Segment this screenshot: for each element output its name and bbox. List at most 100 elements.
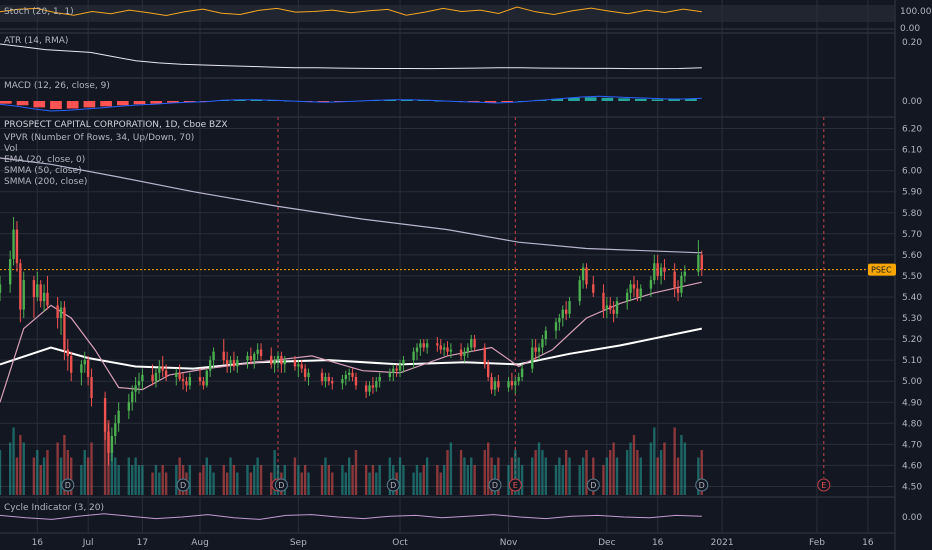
candle-body: [625, 292, 629, 302]
volume-bar: [629, 442, 632, 495]
candle-body: [697, 254, 700, 272]
volume-bar: [649, 442, 653, 495]
indicator-line-vpvr[interactable]: VPVR (Number Of Rows, 34, Up/Down, 70): [4, 133, 194, 143]
indicator-line-smma200[interactable]: SMMA (200, close): [4, 177, 87, 187]
volume-bar: [253, 465, 256, 495]
candle-body: [249, 355, 253, 361]
volume-bar: [259, 465, 263, 495]
y-tick-label: 5.00: [902, 377, 922, 387]
psec-price-tag[interactable]: PSEC: [868, 263, 896, 276]
volume-bar: [212, 472, 215, 495]
volume-bar: [351, 465, 354, 495]
candle-body: [331, 381, 334, 384]
volume-bar: [164, 472, 168, 495]
candle-body: [486, 364, 490, 377]
macd-histogram-bar: [401, 99, 413, 101]
candle-body: [344, 374, 347, 380]
volume-bar: [592, 457, 595, 495]
candle-body: [507, 381, 510, 388]
candle-body: [12, 229, 15, 260]
macd-histogram-bar: [100, 101, 112, 107]
candle-body: [473, 339, 476, 348]
marker-circle: [508, 478, 522, 492]
marker-circle: [176, 478, 190, 492]
x-tick-label: Nov: [500, 538, 518, 548]
volume-bar: [632, 435, 636, 495]
atr-tick: 0.20: [902, 38, 922, 48]
atr-line: [0, 43, 702, 70]
marker-text: D: [278, 481, 284, 490]
candle-body: [561, 309, 564, 319]
macd-histogram-bar: [183, 101, 196, 103]
candle-body: [110, 435, 114, 453]
indicator-line-vol[interactable]: Vol: [4, 144, 17, 154]
atr-label[interactable]: ATR (14, RMA): [4, 36, 68, 46]
symbol-title[interactable]: PROSPECT CAPITAL CORPORATION, 1D, Cboe B…: [4, 120, 228, 130]
event-marker-d: D: [61, 478, 75, 492]
macd-histogram-bar: [66, 101, 79, 109]
candle-body: [303, 368, 307, 377]
indicator-line-smma50[interactable]: SMMA (50, close): [4, 166, 82, 176]
marker-text: E: [513, 481, 518, 490]
candle-body: [198, 376, 202, 382]
candles: [0, 216, 703, 466]
macd-histogram-bar: [484, 101, 497, 103]
candle-body: [442, 347, 446, 350]
macd-histogram-bar: [116, 101, 129, 106]
candle-body: [449, 349, 453, 352]
macd-histogram-bar: [250, 99, 263, 101]
volume-bar: [609, 450, 612, 495]
volume-bar: [205, 457, 208, 495]
marker-text: D: [590, 481, 596, 490]
candle-body: [558, 318, 561, 323]
marker-text: E: [821, 481, 826, 490]
volume-bar: [141, 465, 144, 495]
macd-histogram-bar: [685, 98, 697, 101]
volume-bar: [561, 465, 564, 495]
candle-body: [636, 288, 639, 297]
volume-bar: [178, 457, 181, 495]
event-marker-e: E: [817, 478, 831, 492]
candle-body: [63, 307, 66, 350]
volume-bar: [439, 472, 442, 495]
candle-body: [300, 364, 303, 369]
candle-body: [398, 364, 402, 371]
macd-label[interactable]: MACD (12, 26, close, 9): [4, 81, 110, 91]
event-markers[interactable]: DDEDDDEDDE: [61, 478, 831, 492]
volume-bar: [90, 442, 93, 495]
indicator-line-ema[interactable]: EMA (20, close, 0): [4, 155, 85, 165]
volume-bar: [486, 442, 490, 495]
candle-body: [178, 372, 181, 380]
volume-bar: [131, 465, 134, 495]
candle-body: [161, 366, 164, 371]
y-tick-label: 5.50: [902, 272, 922, 282]
volume-bar: [293, 457, 297, 495]
candle-body: [273, 360, 276, 365]
candle-body: [364, 385, 368, 392]
y-tick-label: 5.80: [902, 209, 922, 219]
cycle-label[interactable]: Cycle Indicator (3, 20): [4, 503, 104, 513]
candle-body: [531, 347, 534, 369]
candle-body: [222, 351, 225, 361]
candle-body: [415, 347, 419, 352]
candle-body: [15, 229, 19, 264]
volume-bar: [558, 457, 561, 495]
volume-bar: [639, 457, 642, 495]
candle-body: [436, 343, 439, 346]
macd-histogram-bar: [0, 101, 12, 104]
y-tick-label: 5.40: [902, 293, 922, 303]
candle-body: [83, 360, 86, 365]
stoch-label[interactable]: Stoch (20, 1, 1): [4, 7, 74, 17]
candle-body: [592, 284, 595, 293]
candle-body: [103, 398, 107, 432]
volume-bar: [32, 457, 36, 495]
x-tick-label: 16: [32, 538, 44, 548]
macd-histogram-bar: [584, 97, 597, 101]
candle-body: [320, 372, 324, 382]
marker-circle: [586, 478, 600, 492]
event-marker-d: D: [274, 478, 288, 492]
volume-bar: [683, 442, 686, 495]
volume-bar: [114, 457, 117, 495]
candle-body: [188, 376, 192, 386]
candle-body: [307, 372, 310, 377]
